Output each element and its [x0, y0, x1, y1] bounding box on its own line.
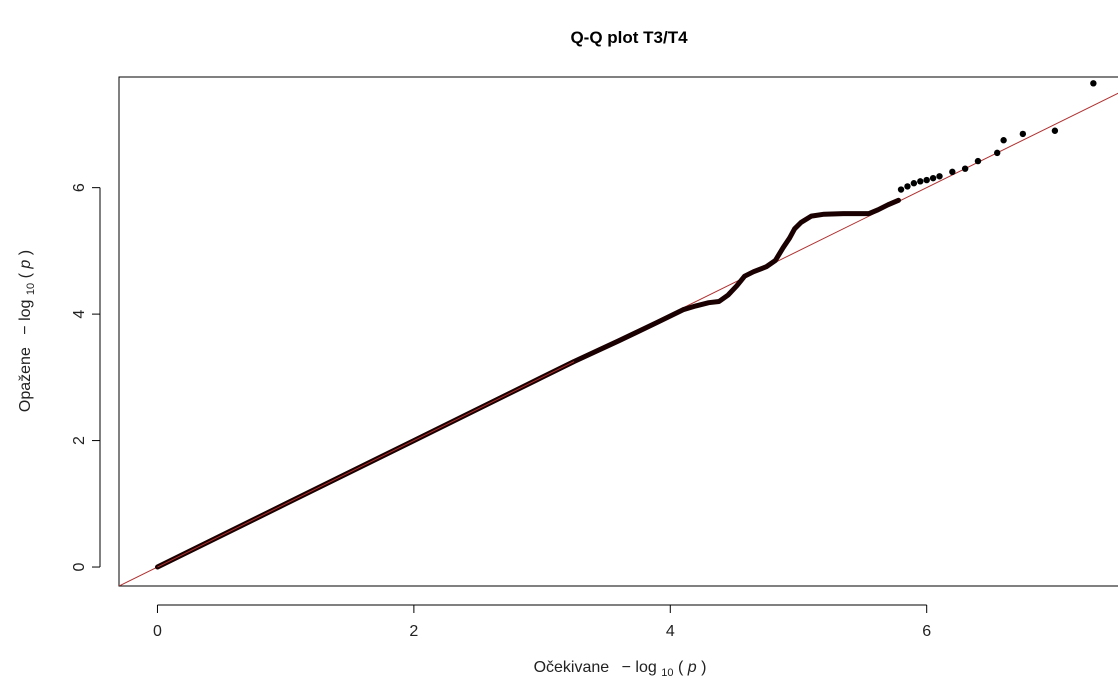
y-axis-label-prefix: Opažene — [17, 347, 34, 412]
qq-point — [936, 173, 943, 180]
qq-point — [1090, 80, 1097, 87]
y-tick-label: 0 — [71, 562, 88, 571]
y-tick-label: 4 — [71, 310, 88, 319]
y-axis-label-open: ( — [17, 272, 34, 278]
qq-point — [961, 165, 969, 172]
qq-point — [904, 183, 911, 190]
x-axis-label-func: log — [635, 659, 656, 676]
plot-frame — [118, 76, 1118, 587]
x-axis-label: Očekivane − log 10 ( p ) — [534, 659, 707, 680]
y-axis-label-minus: − — [17, 325, 34, 334]
x-tick-label: 0 — [153, 623, 162, 640]
qq-point — [910, 180, 918, 187]
qq-point — [897, 186, 905, 193]
qq-points — [897, 80, 1097, 193]
x-tick-label: 4 — [666, 623, 675, 640]
x-tick-label: 6 — [922, 623, 931, 640]
x-axis-label-sub: 10 — [661, 667, 673, 679]
qq-point — [994, 149, 1001, 157]
qq-point — [949, 168, 956, 176]
qq-point — [1000, 137, 1007, 144]
plot-area — [118, 76, 1118, 587]
chart-title: Q-Q plot T3/T4 — [570, 28, 688, 47]
qq-point — [917, 178, 924, 185]
reference-line-overlay — [157, 361, 575, 568]
y-axis-label-func: log — [17, 300, 34, 321]
x-axis: 0 2 4 6 — [153, 604, 931, 640]
y-axis-label-close: ) — [17, 250, 34, 255]
qq-point — [1051, 127, 1059, 134]
qq-point — [974, 157, 982, 165]
x-axis-label-open: ( — [678, 659, 684, 676]
qq-point — [929, 174, 937, 182]
qq-point — [923, 176, 930, 184]
y-tick-label: 6 — [71, 183, 88, 192]
x-axis-label-prefix: Očekivane — [534, 659, 610, 676]
qq-bulk-trace — [155, 197, 901, 570]
y-axis: 0 2 4 6 — [71, 183, 101, 571]
x-axis-label-minus: − — [622, 659, 631, 676]
y-axis-label: Opažene − log 10 ( p ) — [17, 250, 38, 412]
qq-point — [1019, 130, 1027, 138]
y-axis-label-var: p — [17, 260, 34, 270]
x-axis-label-close: ) — [701, 659, 706, 676]
y-axis-label-sub: 10 — [25, 283, 37, 295]
y-tick-label: 2 — [71, 436, 88, 445]
x-axis-label-var: p — [687, 659, 697, 676]
x-tick-label: 2 — [409, 623, 418, 640]
